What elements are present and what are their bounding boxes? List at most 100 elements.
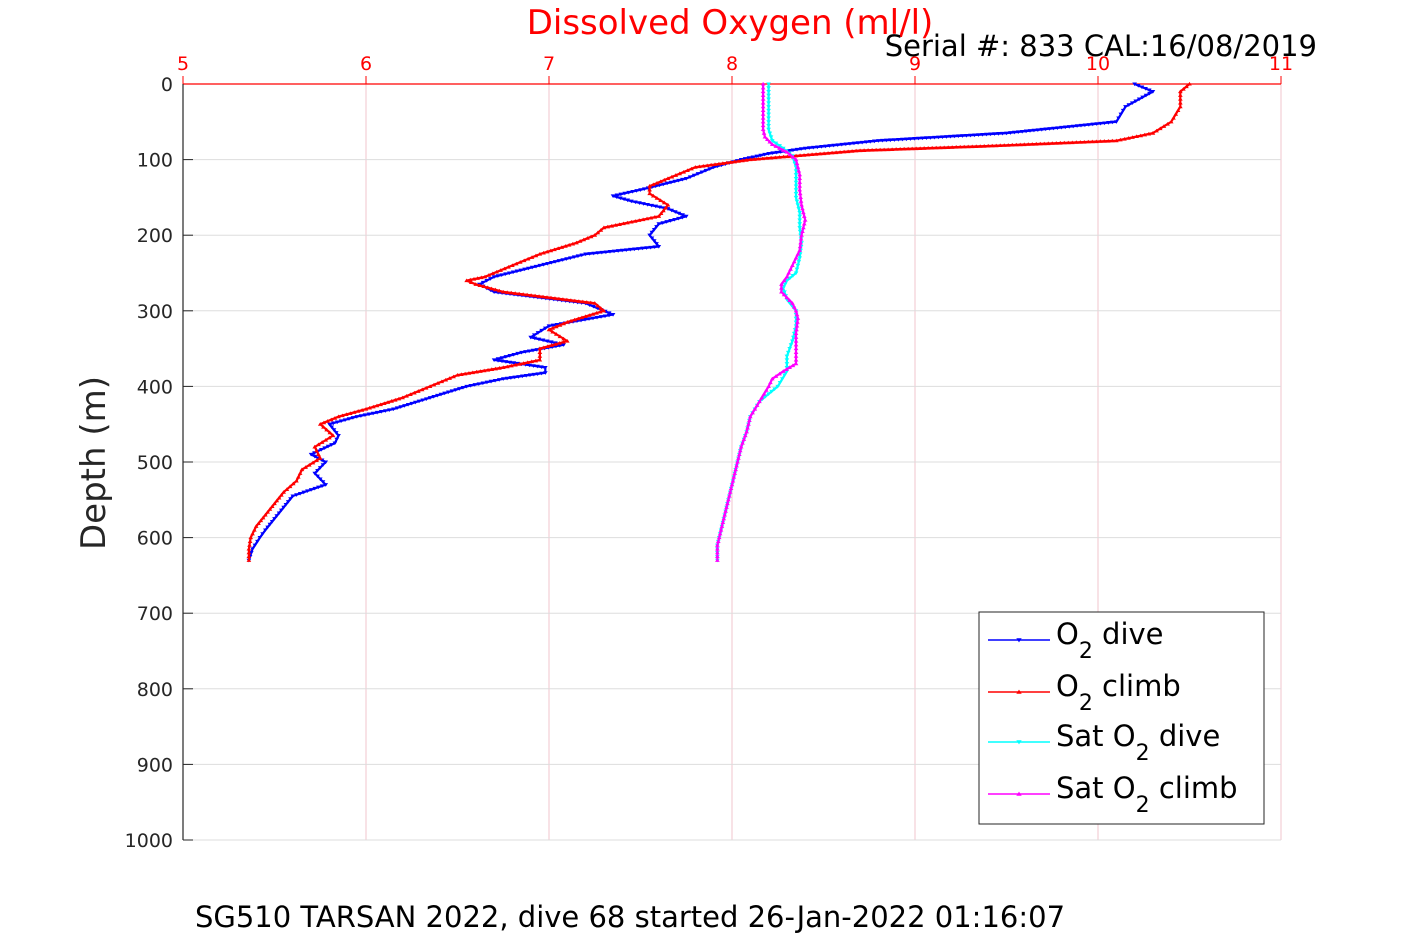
data-point (722, 512, 728, 517)
data-point (766, 151, 771, 156)
data-point (472, 383, 478, 387)
data-point (276, 511, 282, 516)
data-point (786, 270, 792, 275)
data-point (580, 299, 586, 304)
data-point (996, 132, 1001, 136)
data-point (493, 287, 498, 292)
data-point (387, 408, 392, 412)
data-point (794, 323, 800, 328)
data-point (797, 153, 803, 158)
data-point (413, 400, 418, 405)
data-point (507, 271, 512, 276)
data-point (795, 263, 801, 268)
data-point (750, 410, 755, 415)
data-point (649, 203, 655, 208)
data-point (763, 394, 768, 399)
data-point (328, 417, 334, 422)
data-point (793, 255, 799, 260)
data-point (617, 222, 622, 226)
chart-title: Dissolved Oxygen (ml/l) (527, 3, 934, 43)
series (246, 81, 1192, 563)
data-point (1055, 126, 1060, 130)
data-point (250, 547, 255, 552)
data-point (1074, 124, 1080, 128)
data-point (920, 136, 925, 141)
data-point (497, 366, 502, 370)
data-point (290, 481, 296, 486)
data-point (385, 400, 391, 404)
data-point (964, 133, 969, 138)
data-point (523, 350, 528, 354)
data-point (740, 158, 745, 163)
data-point (652, 215, 658, 219)
data-point (660, 221, 666, 225)
data-point (651, 239, 657, 243)
data-point (763, 388, 769, 392)
data-point (374, 403, 380, 408)
data-point (276, 495, 282, 500)
data-point (752, 407, 758, 411)
data-point (913, 146, 919, 151)
data-point (460, 385, 466, 390)
data-point (599, 250, 605, 255)
data-point (797, 214, 803, 219)
data-point (584, 300, 590, 304)
data-point (297, 471, 303, 475)
data-point (564, 320, 570, 324)
data-point (781, 278, 787, 283)
data-point (715, 550, 720, 555)
data-point (504, 364, 510, 369)
data-point (246, 550, 252, 555)
data-point (766, 124, 771, 128)
data-point (793, 308, 799, 313)
data-point (595, 303, 601, 308)
data-point (719, 524, 725, 528)
data-point (623, 248, 629, 252)
data-point (481, 368, 487, 373)
data-point (317, 466, 323, 470)
data-point (638, 188, 643, 192)
data-point (561, 321, 566, 326)
legend-entry: Sat O2 dive (988, 719, 1220, 766)
data-point (885, 147, 891, 152)
data-point (806, 146, 812, 150)
data-point (484, 279, 490, 283)
data-point (533, 264, 539, 269)
data-point (594, 315, 600, 320)
data-point (322, 446, 328, 451)
data-point (1157, 126, 1163, 131)
data-point (519, 350, 524, 355)
data-point (568, 298, 574, 302)
data-point (520, 374, 525, 379)
data-point (583, 314, 588, 319)
data-point (329, 425, 335, 430)
data-point (766, 86, 771, 90)
data-point (541, 345, 547, 350)
data-point (610, 194, 616, 198)
data-point (334, 420, 340, 425)
data-point (496, 288, 502, 293)
data-point (780, 369, 786, 373)
legend-label-main: O (1056, 617, 1079, 651)
data-point (314, 448, 319, 453)
data-point (912, 137, 917, 141)
data-point (1069, 140, 1075, 145)
data-point (767, 131, 773, 136)
data-point (618, 192, 624, 197)
data-point (993, 143, 999, 148)
data-point (1041, 141, 1047, 146)
data-point (550, 326, 555, 330)
data-point (574, 240, 579, 245)
data-point (644, 246, 649, 250)
data-point (760, 112, 766, 116)
data-point (334, 437, 340, 442)
data-point (747, 418, 752, 422)
data-point (550, 329, 555, 334)
data-point (524, 292, 530, 297)
data-point (988, 132, 993, 137)
data-point (793, 346, 799, 351)
data-point (613, 223, 619, 227)
data-point (766, 108, 771, 113)
data-point (453, 388, 459, 392)
data-point (661, 200, 667, 205)
